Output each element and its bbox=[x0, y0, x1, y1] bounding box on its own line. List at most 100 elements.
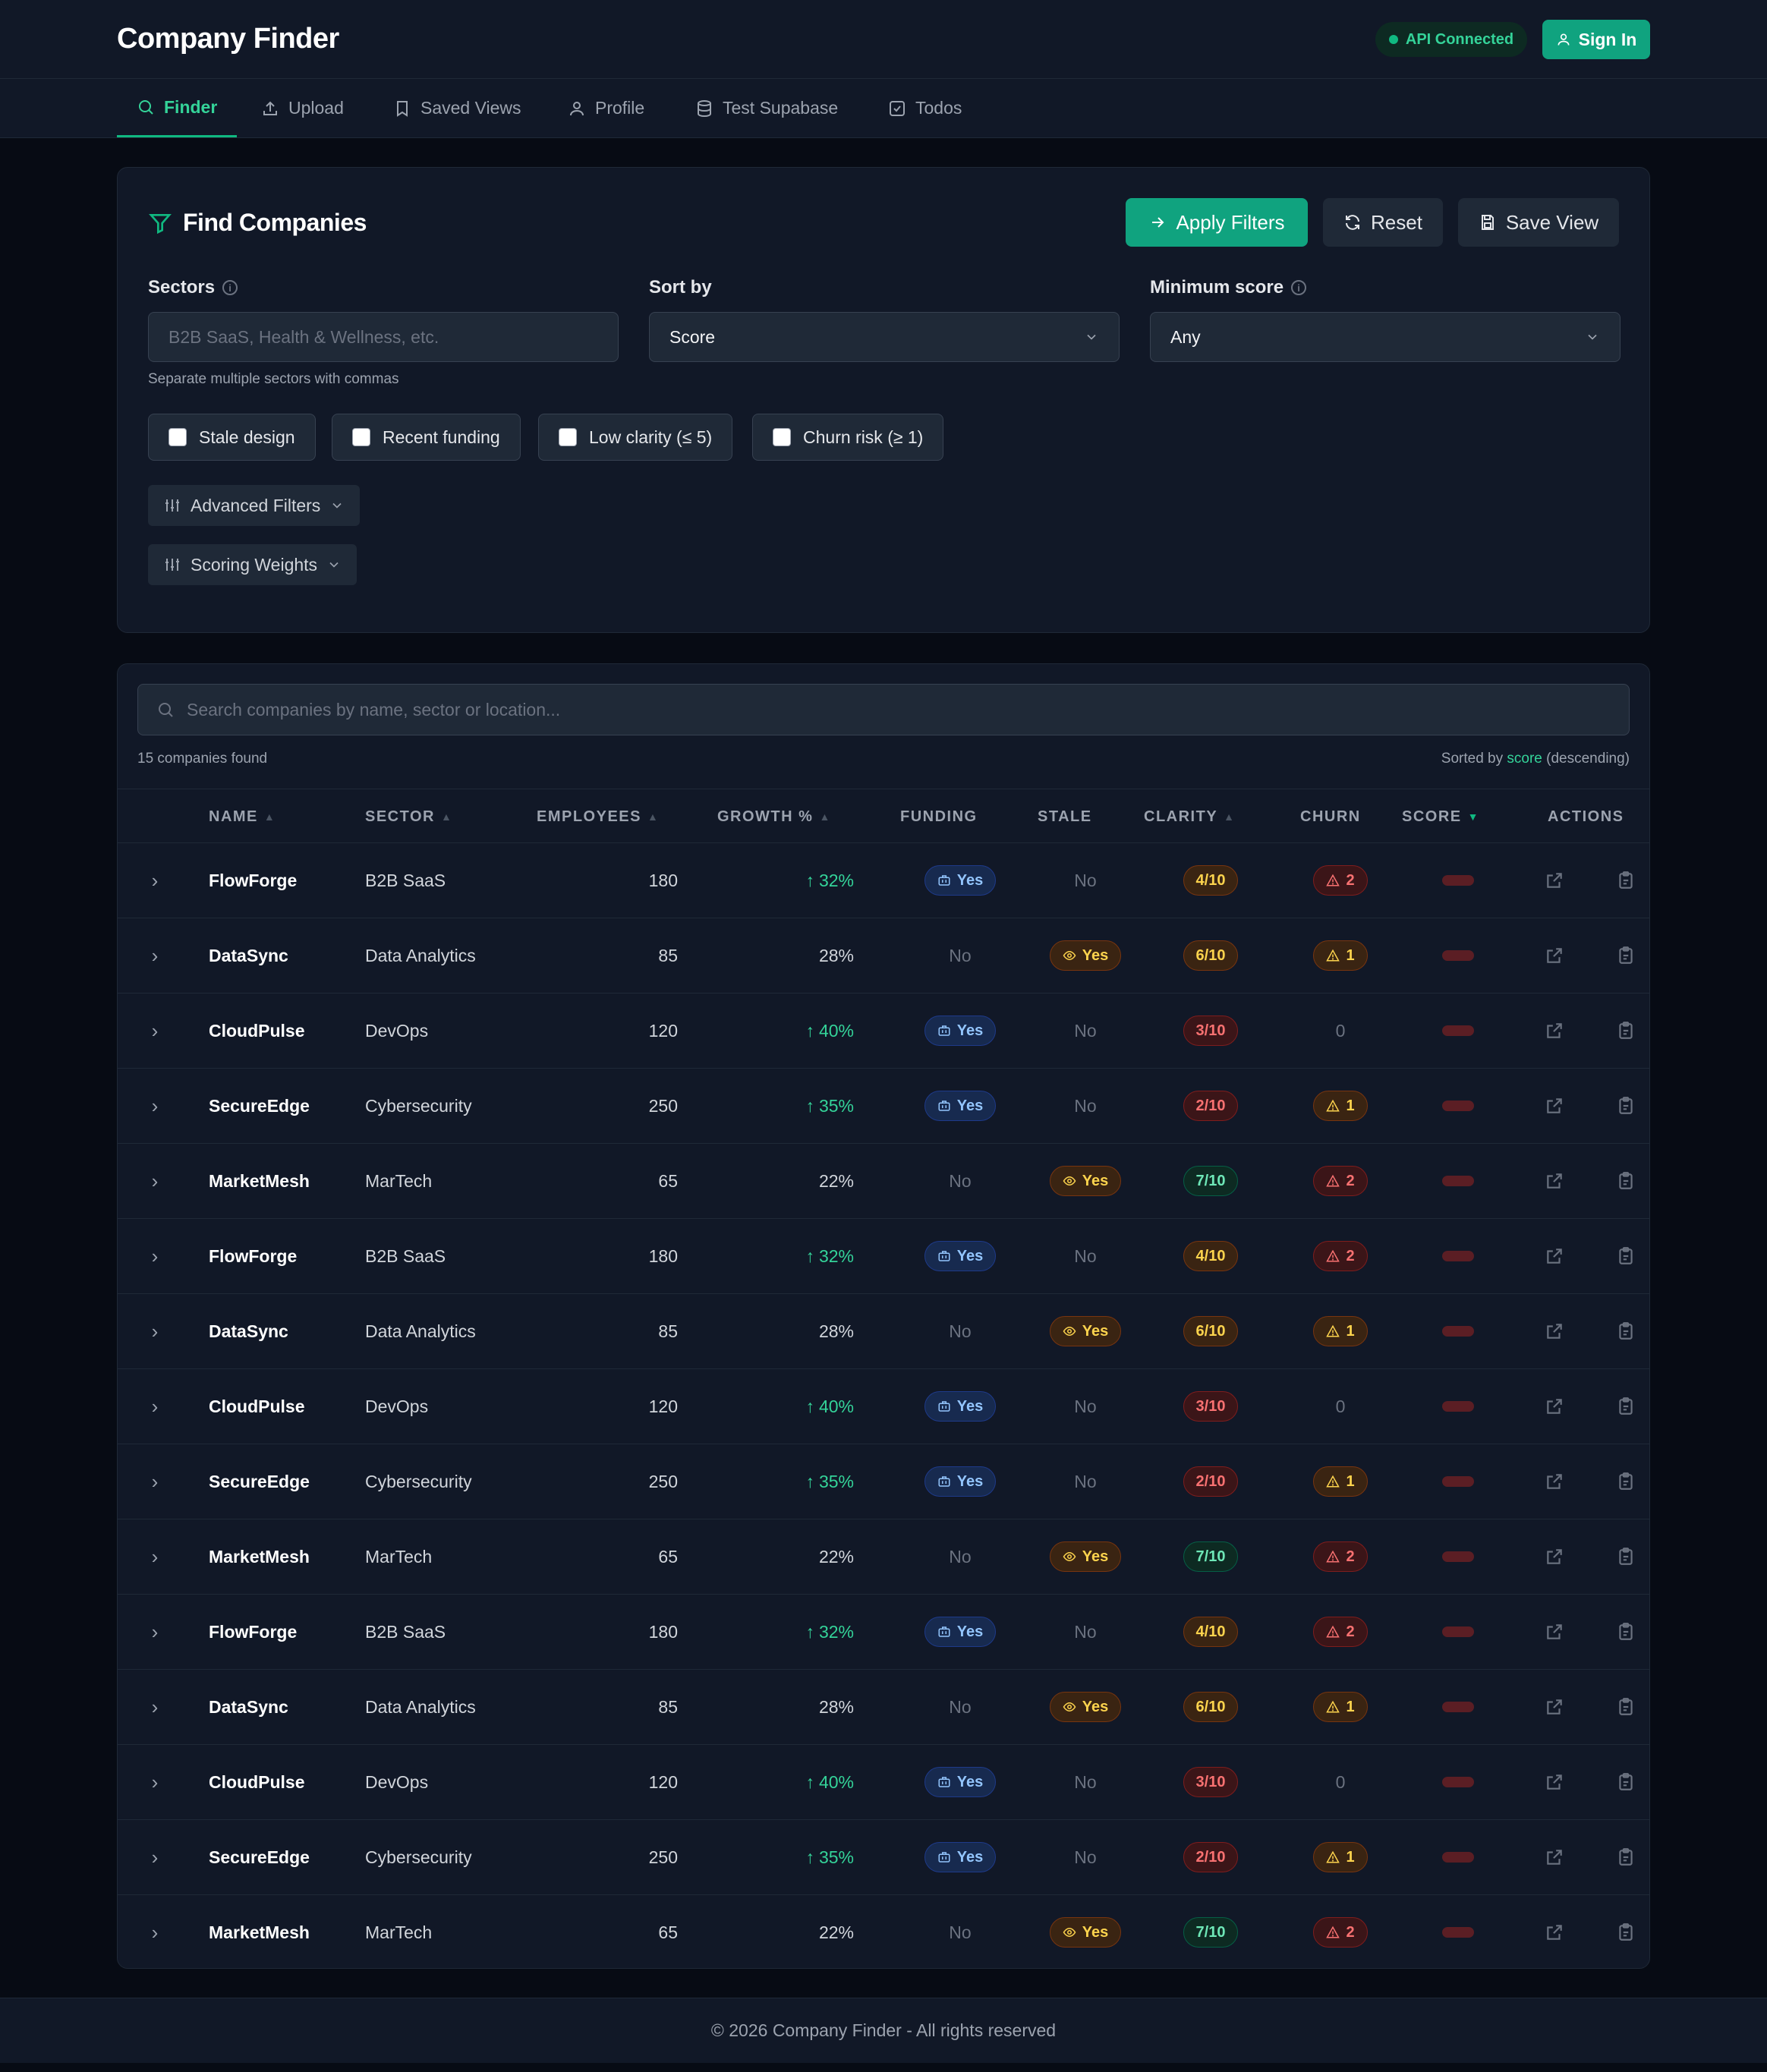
apply-filters-button[interactable]: Apply Filters bbox=[1126, 198, 1308, 247]
table-row[interactable]: › DataSync Data Analytics 85 28% No Yes 6/10 1 bbox=[118, 918, 1649, 993]
sign-in-button[interactable]: Sign In bbox=[1542, 20, 1650, 59]
column-header-growth[interactable]: GROWTH % ▲ bbox=[717, 789, 830, 844]
company-name[interactable]: FlowForge bbox=[209, 1245, 298, 1266]
expand-chevron-icon[interactable]: › bbox=[151, 1094, 159, 1117]
external-link-icon[interactable] bbox=[1545, 1622, 1564, 1642]
company-name[interactable]: CloudPulse bbox=[209, 1396, 305, 1416]
table-row[interactable]: › SecureEdge Cybersecurity 250 ↑ 35% Yes No 2/10… bbox=[118, 1069, 1649, 1144]
external-link-icon[interactable] bbox=[1545, 946, 1564, 965]
expand-chevron-icon[interactable]: › bbox=[151, 1019, 159, 1042]
external-link-icon[interactable] bbox=[1545, 1472, 1564, 1491]
clipboard-icon[interactable] bbox=[1616, 1397, 1636, 1416]
clipboard-icon[interactable] bbox=[1616, 1547, 1636, 1567]
clipboard-icon[interactable] bbox=[1616, 1847, 1636, 1867]
expand-chevron-icon[interactable]: › bbox=[151, 1469, 159, 1493]
company-name[interactable]: SecureEdge bbox=[209, 1471, 310, 1491]
churn-risk-checkbox[interactable]: Churn risk (≥ 1) bbox=[752, 414, 944, 461]
external-link-icon[interactable] bbox=[1545, 1772, 1564, 1792]
company-name[interactable]: MarketMesh bbox=[209, 1546, 310, 1567]
clipboard-icon[interactable] bbox=[1616, 1321, 1636, 1341]
table-row[interactable]: › MarketMesh MarTech 65 22% No Yes 7/10 2 bbox=[118, 1144, 1649, 1219]
company-name[interactable]: FlowForge bbox=[209, 1621, 298, 1642]
clipboard-icon[interactable] bbox=[1616, 1697, 1636, 1717]
external-link-icon[interactable] bbox=[1545, 1246, 1564, 1266]
stale-design-checkbox[interactable]: Stale design bbox=[148, 414, 316, 461]
table-row[interactable]: › SecureEdge Cybersecurity 250 ↑ 35% Yes No 2/10… bbox=[118, 1820, 1649, 1895]
checkbox-box[interactable] bbox=[169, 428, 187, 446]
tab-saved-views[interactable]: Saved Views bbox=[393, 79, 521, 137]
external-link-icon[interactable] bbox=[1545, 1847, 1564, 1867]
recent-funding-checkbox[interactable]: Recent funding bbox=[332, 414, 521, 461]
column-header-name[interactable]: NAME ▲ bbox=[209, 789, 275, 844]
external-link-icon[interactable] bbox=[1545, 871, 1564, 890]
company-name[interactable]: CloudPulse bbox=[209, 1020, 305, 1041]
company-name[interactable]: MarketMesh bbox=[209, 1922, 310, 1942]
company-name[interactable]: SecureEdge bbox=[209, 1847, 310, 1867]
table-row[interactable]: › FlowForge B2B SaaS 180 ↑ 32% Yes No 4/10 2 bbox=[118, 1595, 1649, 1670]
info-icon[interactable]: i bbox=[222, 280, 238, 295]
sort-select[interactable]: Score bbox=[649, 312, 1120, 362]
low-clarity-checkbox[interactable]: Low clarity (≤ 5) bbox=[538, 414, 733, 461]
external-link-icon[interactable] bbox=[1545, 1547, 1564, 1567]
table-row[interactable]: › MarketMesh MarTech 65 22% No Yes 7/10 2 bbox=[118, 1895, 1649, 1968]
company-search-input[interactable]: Search companies by name, sector or loca… bbox=[137, 684, 1630, 735]
external-link-icon[interactable] bbox=[1545, 1021, 1564, 1041]
expand-chevron-icon[interactable]: › bbox=[151, 1920, 159, 1944]
clipboard-icon[interactable] bbox=[1616, 1096, 1636, 1116]
column-header-clarity[interactable]: CLARITY ▲ bbox=[1144, 789, 1234, 844]
tab-finder[interactable]: Finder bbox=[117, 79, 238, 137]
company-name[interactable]: DataSync bbox=[209, 1321, 288, 1341]
tab-profile[interactable]: Profile bbox=[568, 79, 644, 137]
clipboard-icon[interactable] bbox=[1616, 1472, 1636, 1491]
external-link-icon[interactable] bbox=[1545, 1922, 1564, 1942]
company-name[interactable]: SecureEdge bbox=[209, 1095, 310, 1116]
expand-chevron-icon[interactable]: › bbox=[151, 1770, 159, 1793]
clipboard-icon[interactable] bbox=[1616, 1021, 1636, 1041]
info-icon[interactable]: i bbox=[1291, 280, 1307, 295]
expand-chevron-icon[interactable]: › bbox=[151, 1620, 159, 1643]
external-link-icon[interactable] bbox=[1545, 1321, 1564, 1341]
company-name[interactable]: FlowForge bbox=[209, 870, 298, 890]
save-view-button[interactable]: Save View bbox=[1458, 198, 1619, 247]
column-header-sector[interactable]: SECTOR ▲ bbox=[365, 789, 452, 844]
reset-button[interactable]: Reset bbox=[1323, 198, 1443, 247]
expand-chevron-icon[interactable]: › bbox=[151, 1845, 159, 1869]
expand-chevron-icon[interactable]: › bbox=[151, 1394, 159, 1418]
clipboard-icon[interactable] bbox=[1616, 1622, 1636, 1642]
company-name[interactable]: MarketMesh bbox=[209, 1170, 310, 1191]
scoring-weights-toggle[interactable]: Scoring Weights bbox=[148, 544, 357, 585]
table-row[interactable]: › SecureEdge Cybersecurity 250 ↑ 35% Yes No 2/10… bbox=[118, 1444, 1649, 1519]
expand-chevron-icon[interactable]: › bbox=[151, 1319, 159, 1343]
clipboard-icon[interactable] bbox=[1616, 1922, 1636, 1942]
expand-chevron-icon[interactable]: › bbox=[151, 1695, 159, 1718]
expand-chevron-icon[interactable]: › bbox=[151, 868, 159, 892]
company-name[interactable]: CloudPulse bbox=[209, 1771, 305, 1792]
tab-todos[interactable]: Todos bbox=[888, 79, 962, 137]
checkbox-box[interactable] bbox=[559, 428, 577, 446]
min-score-select[interactable]: Any bbox=[1150, 312, 1621, 362]
checkbox-box[interactable] bbox=[773, 428, 791, 446]
expand-chevron-icon[interactable]: › bbox=[151, 1545, 159, 1568]
tab-upload[interactable]: Upload bbox=[261, 79, 344, 137]
expand-chevron-icon[interactable]: › bbox=[151, 1244, 159, 1267]
external-link-icon[interactable] bbox=[1545, 1096, 1564, 1116]
external-link-icon[interactable] bbox=[1545, 1697, 1564, 1717]
checkbox-box[interactable] bbox=[352, 428, 370, 446]
table-row[interactable]: › CloudPulse DevOps 120 ↑ 40% Yes No 3/10 0 bbox=[118, 1745, 1649, 1820]
table-row[interactable]: › MarketMesh MarTech 65 22% No Yes 7/10 2 bbox=[118, 1519, 1649, 1595]
external-link-icon[interactable] bbox=[1545, 1397, 1564, 1416]
table-row[interactable]: › FlowForge B2B SaaS 180 ↑ 32% Yes No 4/10 2 bbox=[118, 843, 1649, 918]
table-row[interactable]: › DataSync Data Analytics 85 28% No Yes 6/10 1 bbox=[118, 1294, 1649, 1369]
column-header-employees[interactable]: EMPLOYEES ▲ bbox=[537, 789, 658, 844]
clipboard-icon[interactable] bbox=[1616, 871, 1636, 890]
advanced-filters-toggle[interactable]: Advanced Filters bbox=[148, 485, 361, 526]
company-name[interactable]: DataSync bbox=[209, 945, 288, 965]
tab-test-supabase[interactable]: Test Supabase bbox=[695, 79, 838, 137]
column-header-score[interactable]: SCORE ▼ bbox=[1402, 789, 1478, 844]
table-row[interactable]: › CloudPulse DevOps 120 ↑ 40% Yes No 3/10 0 bbox=[118, 993, 1649, 1069]
sectors-input[interactable]: B2B SaaS, Health & Wellness, etc. bbox=[148, 312, 619, 362]
clipboard-icon[interactable] bbox=[1616, 1246, 1636, 1266]
clipboard-icon[interactable] bbox=[1616, 1171, 1636, 1191]
company-name[interactable]: DataSync bbox=[209, 1696, 288, 1717]
clipboard-icon[interactable] bbox=[1616, 1772, 1636, 1792]
